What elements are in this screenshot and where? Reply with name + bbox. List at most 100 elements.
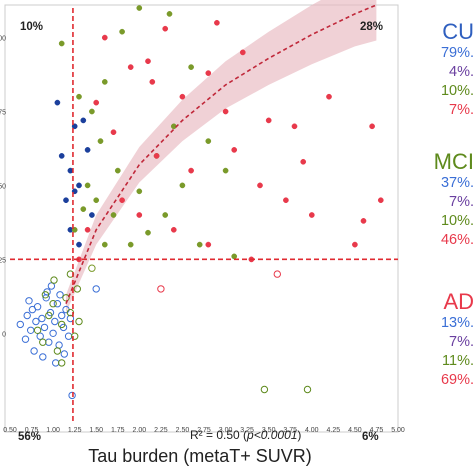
data-point [222, 167, 229, 174]
data-point [260, 385, 269, 394]
data-point [145, 229, 151, 236]
data-point [283, 197, 289, 204]
x-tick-label: 2.50 [176, 427, 190, 434]
x-tick-label: 1.00 [46, 427, 60, 434]
x-tick-label: 3.50 [262, 427, 276, 434]
data-point [166, 11, 173, 17]
data-point [39, 353, 47, 361]
legend-percentage: 10%. [440, 83, 474, 99]
y-axis-ticks: 0 25 50 75 100 [0, 36, 6, 339]
data-point [179, 182, 186, 189]
data-point [179, 93, 186, 100]
data-point [28, 305, 37, 314]
data-point [326, 93, 332, 100]
annotation-suffix: ) [297, 428, 301, 442]
data-point [101, 241, 108, 248]
data-point [80, 117, 87, 124]
data-point [214, 19, 220, 26]
quadrant-label-bottom-left: 56% [18, 431, 41, 443]
data-point [157, 285, 165, 293]
data-point [32, 317, 40, 326]
data-point [188, 64, 194, 70]
data-point [56, 291, 64, 299]
x-tick-label: 3.75 [283, 427, 297, 434]
data-point [205, 241, 212, 248]
data-point [369, 123, 375, 130]
data-point [76, 241, 82, 248]
data-point [66, 314, 75, 323]
data-point [84, 147, 91, 153]
legend-group-title: AD [443, 289, 474, 314]
data-point [33, 326, 42, 334]
legend-percentage: 79%. [440, 45, 474, 61]
data-point [62, 294, 70, 302]
data-point [114, 167, 121, 174]
fit-line [65, 4, 377, 305]
legend-group: CU 79%. 4%. 10%. 7%. [404, 20, 474, 120]
annotation-p-value: p<0.0001 [246, 428, 297, 442]
x-tick-label: 0.50 [3, 427, 17, 434]
data-point [80, 206, 87, 212]
data-point [205, 138, 212, 144]
data-point [73, 285, 82, 293]
data-point [53, 300, 62, 308]
data-point [23, 311, 31, 320]
data-point [88, 264, 96, 272]
data-point [136, 212, 143, 218]
data-point [93, 197, 100, 204]
x-tick-label: 5.00 [391, 427, 405, 434]
data-point [196, 241, 203, 248]
data-point [58, 40, 65, 47]
data-point [308, 212, 315, 218]
x-tick-label: 4.00 [305, 427, 319, 434]
data-point [303, 385, 312, 394]
data-point [300, 158, 307, 165]
legend-percentage: 7%. [449, 194, 474, 210]
data-point [239, 49, 246, 56]
data-point [273, 270, 281, 278]
data-point [71, 123, 78, 130]
y-tick-label: 25 [0, 257, 6, 264]
data-point [84, 182, 91, 189]
data-point [136, 5, 143, 11]
data-point [222, 108, 229, 115]
quadrant-label-top-right: 28% [360, 21, 383, 33]
data-point [101, 79, 108, 85]
y-tick-label: 50 [0, 183, 6, 190]
data-point [58, 359, 66, 367]
data-point [127, 241, 134, 248]
data-point [45, 311, 53, 320]
data-point [25, 297, 33, 305]
data-point [257, 182, 263, 189]
data-point [68, 391, 76, 400]
data-point [110, 129, 117, 136]
r-squared-annotation: R² = 0.50 (p<0.0001) [190, 428, 301, 442]
data-point [60, 350, 69, 358]
legend-group-title: CU [442, 19, 474, 44]
data-point [84, 226, 91, 233]
data-point [119, 28, 125, 35]
legend-percentage: 7%. [449, 102, 474, 118]
data-point [119, 197, 125, 204]
y-tick-label: 0 [2, 331, 6, 338]
data-point [89, 212, 95, 218]
x-tick-label: 1.75 [111, 427, 125, 434]
data-point [54, 99, 61, 106]
data-point [231, 253, 238, 260]
data-point [76, 182, 82, 189]
legend-percentage: 10%. [440, 213, 474, 229]
data-point [153, 153, 160, 159]
x-tick-label: 2.75 [197, 427, 211, 434]
data-point [40, 323, 49, 332]
legend-percentage: 37%. [440, 175, 474, 191]
y-tick-label: 75 [0, 110, 6, 117]
x-tick-label: 0.75 [25, 427, 39, 434]
data-point [47, 282, 56, 290]
data-point [30, 347, 38, 355]
legend-group-title: MCI [433, 149, 474, 174]
data-point [136, 188, 143, 195]
legend-group: MCI 37%. 7%. 10%. 46%. [404, 150, 474, 250]
data-point [265, 117, 272, 124]
data-point [231, 147, 238, 153]
data-point [58, 320, 66, 329]
